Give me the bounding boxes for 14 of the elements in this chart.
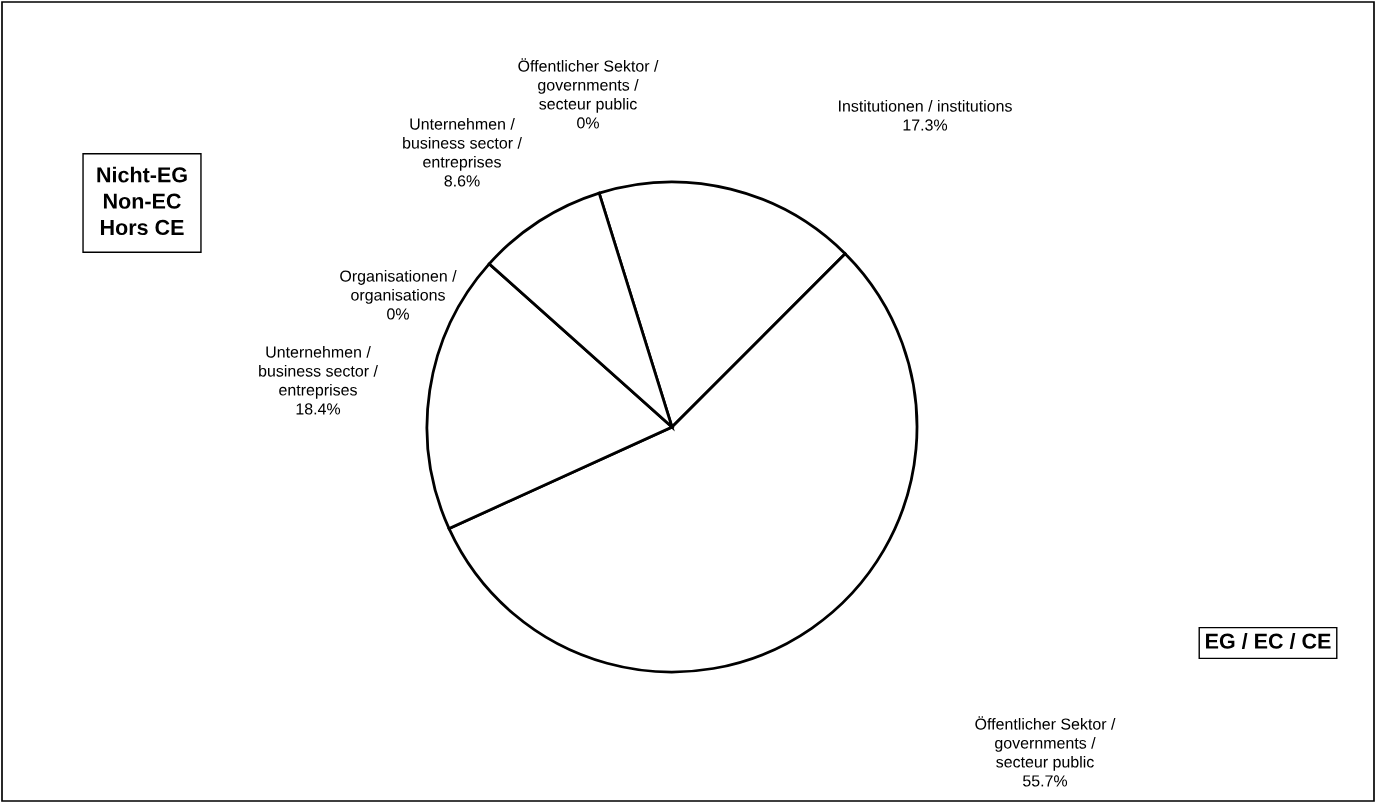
- category-label: Organisationen / organisations: [340, 270, 457, 304]
- category-label: Öffentlicher Sektor / governments / secteur public: [518, 58, 659, 113]
- slice-label: Öffentlicher Sektor / governments / secteur public: [975, 716, 1116, 771]
- data-label: 17.3%: [903, 119, 948, 131]
- data-label: 18.4%: [296, 403, 341, 415]
- slice-label: Unternehmen / business sector / entreprises: [259, 346, 378, 399]
- data-label: 55.7%: [1023, 775, 1068, 787]
- data-label: 8.6%: [444, 175, 480, 187]
- slice-label: Unternehmen / business sector / entreprises: [403, 118, 522, 171]
- text: EG / EC / CE: [1206, 632, 1331, 649]
- slice-label: Institutionen / institutions: [839, 100, 1012, 112]
- text: 0%: [387, 308, 409, 320]
- text: Nicht-EG Non-EC Hors CE: [97, 166, 187, 236]
- text: 0%: [577, 117, 599, 129]
